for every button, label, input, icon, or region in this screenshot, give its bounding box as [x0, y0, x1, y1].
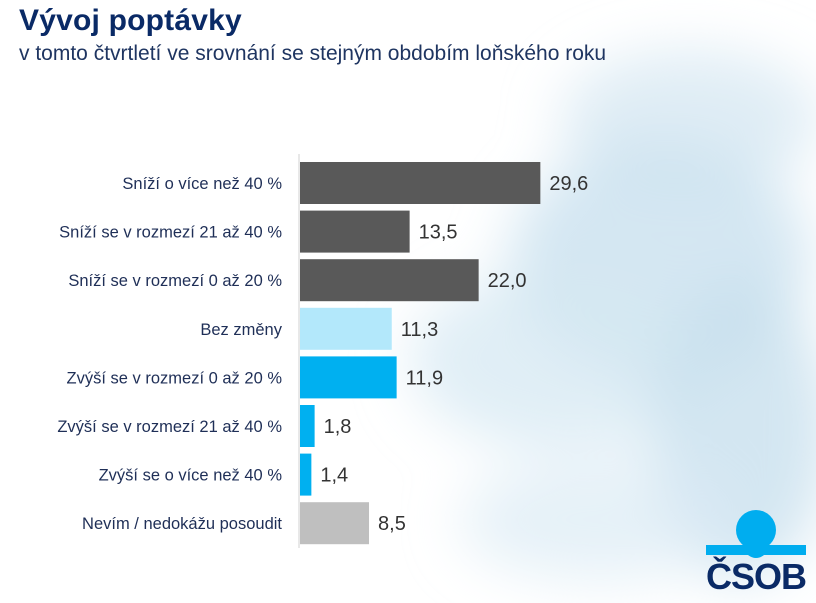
data-label: 13,5	[419, 222, 458, 244]
bar	[300, 453, 312, 496]
data-label: 29,6	[549, 173, 588, 195]
bar	[300, 259, 479, 302]
category-label: Nevím / nedokážu posoudit	[82, 515, 282, 533]
bar	[300, 162, 541, 204]
data-label: 11,3	[401, 319, 438, 341]
bar	[300, 502, 370, 545]
bar	[300, 307, 392, 350]
category-label: Zvýší se v rozmezí 21 až 40 %	[57, 418, 282, 436]
category-label: Zvýší se o více než 40 %	[99, 467, 283, 485]
bar	[300, 210, 410, 253]
data-label: 22,0	[488, 270, 527, 292]
category-label: Zvýší se v rozmezí 0 až 20 %	[67, 369, 283, 387]
data-label: 8,5	[378, 513, 406, 535]
data-label: 1,8	[324, 416, 352, 438]
bar	[300, 405, 315, 447]
bar	[300, 356, 397, 399]
data-label: 11,9	[406, 367, 443, 389]
category-label: Sníží se v rozmezí 21 až 40 %	[59, 224, 282, 242]
csob-logo-icon	[706, 510, 806, 558]
category-label: Sníží se v rozmezí 0 až 20 %	[68, 272, 282, 290]
category-label: Sníží o více než 40 %	[122, 175, 282, 193]
data-label: 1,4	[320, 465, 348, 487]
chart-title: Vývoj poptávky	[19, 4, 242, 37]
chart-subtitle: v tomto čtvrtletí ve srovnání se stejným…	[19, 42, 607, 65]
csob-logo-text: ČSOB	[705, 556, 807, 597]
csob-logo: ČSOB	[700, 508, 812, 600]
category-label: Bez změny	[200, 321, 282, 339]
